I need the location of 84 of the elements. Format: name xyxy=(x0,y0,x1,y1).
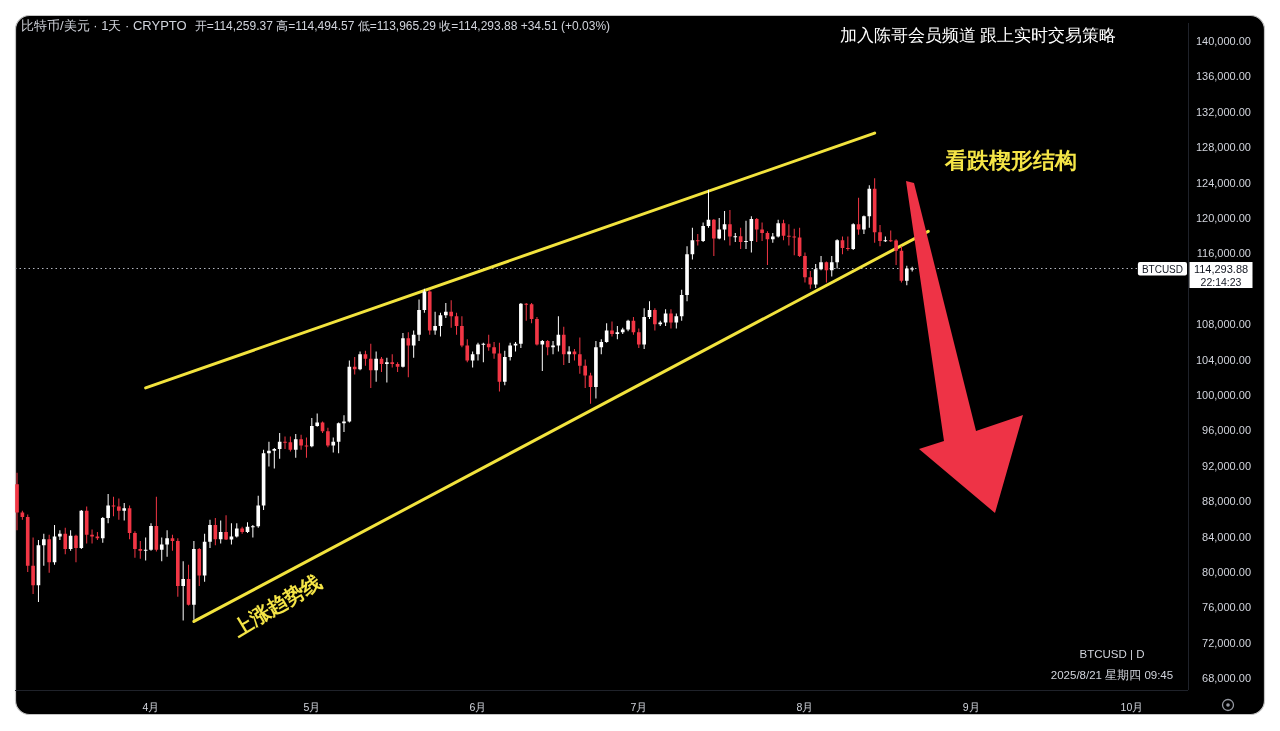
candlestick xyxy=(754,218,759,242)
text: 114,293.88 xyxy=(1193,262,1249,275)
x-tick-label: 9月 xyxy=(962,701,980,713)
y-tick-label: 108,000.00 xyxy=(1195,318,1251,331)
y-tick-label: 88,000.00 xyxy=(1202,495,1251,508)
y-tick-label: 84,000.00 xyxy=(1202,530,1251,543)
candlestick xyxy=(390,354,395,368)
x-tick-label: 7月 xyxy=(630,701,648,713)
candlestick xyxy=(695,233,700,246)
candlestick xyxy=(385,357,389,383)
candlestick xyxy=(551,341,555,355)
candlestick xyxy=(111,496,116,517)
y-tick-label: 76,000.00 xyxy=(1202,601,1251,614)
candlestick xyxy=(90,529,94,544)
candlestick xyxy=(578,337,582,374)
y-tick-label: 96,000.00 xyxy=(1202,424,1251,437)
candlestick xyxy=(181,561,185,621)
y-tick-label: 92,000.00 xyxy=(1202,459,1251,472)
candlestick xyxy=(433,311,437,335)
candlestick xyxy=(304,437,309,458)
annotation: BTCUSD | D xyxy=(1079,648,1145,660)
x-tick-label: 5月 xyxy=(303,701,321,713)
annotation: 加入陈哥会员频道 跟上实时交易策略 xyxy=(839,26,1117,44)
candlestick xyxy=(492,341,496,359)
candlestick xyxy=(658,320,663,326)
candlestick xyxy=(117,498,121,520)
candlestick xyxy=(368,343,373,388)
y-tick-label: 68,000.00 xyxy=(1202,672,1251,685)
candlestick xyxy=(620,327,625,334)
candlestick xyxy=(159,537,164,562)
candlestick xyxy=(744,220,748,249)
y-tick-label: 80,000.00 xyxy=(1202,565,1251,578)
candlestick xyxy=(315,413,320,427)
chart-title: 比特币/美元 · 1天 · CRYPTO xyxy=(21,18,187,33)
y-tick-label: 104,000.00 xyxy=(1195,353,1251,366)
candlestick xyxy=(760,222,764,242)
y-tick-label: 128,000.00 xyxy=(1195,141,1251,154)
annotation: 上涨趋势线 xyxy=(227,569,326,641)
annotation: 2025/8/21 星期四 09:45 xyxy=(1050,669,1174,681)
candlestick xyxy=(283,436,287,449)
candlestick xyxy=(293,433,298,458)
candlestick xyxy=(540,340,545,372)
candlestick xyxy=(251,525,255,538)
y-tick-label: 124,000.00 xyxy=(1195,176,1251,189)
y-tick-label: 140,000.00 xyxy=(1195,35,1251,48)
candlestick xyxy=(888,230,893,242)
candlestick xyxy=(224,515,228,541)
candlestick xyxy=(787,224,791,246)
candlestick xyxy=(733,233,738,242)
candlestick xyxy=(829,256,834,277)
chart-subtitle: 开=114,259.37 高=114,494.57 低=113,965.29 收=114,293.88 +34.51 (+0.03%) xyxy=(194,19,611,33)
candlestick xyxy=(610,321,614,337)
annotation: 看跌楔形结构 xyxy=(944,147,1077,173)
x-tick-label: 8月 xyxy=(796,701,814,713)
candlestick xyxy=(862,215,866,234)
y-tick-label: 136,000.00 xyxy=(1195,70,1251,83)
y-tick-label: 120,000.00 xyxy=(1195,212,1251,225)
candlestick xyxy=(143,537,148,561)
candlestick xyxy=(728,210,732,246)
x-tick-label: 10月 xyxy=(1120,701,1144,713)
candlestick xyxy=(267,441,271,467)
candlestick xyxy=(583,359,588,388)
candlestick xyxy=(524,302,529,321)
y-tick-label: 100,000.00 xyxy=(1195,388,1251,401)
candlestick xyxy=(846,236,850,251)
y-tick-label: 72,000.00 xyxy=(1202,636,1251,649)
candlestick xyxy=(122,502,127,521)
candlestick xyxy=(406,332,411,378)
candlestick xyxy=(481,342,486,363)
text: 22:14:23 xyxy=(1200,275,1242,288)
ref-line-label: BTCUSD xyxy=(1141,263,1184,275)
candlestick xyxy=(165,530,169,557)
x-tick-label: 6月 xyxy=(469,701,487,713)
candlestick xyxy=(138,540,143,559)
candlestick xyxy=(41,533,46,566)
y-tick-label: 116,000.00 xyxy=(1196,247,1251,260)
candlestick xyxy=(272,448,277,469)
x-tick-label: 4月 xyxy=(142,701,160,713)
candlestick xyxy=(58,530,62,541)
y-tick-label: 132,000.00 xyxy=(1195,105,1251,118)
candlestick xyxy=(449,300,454,328)
candlestick xyxy=(792,228,797,256)
candlestick xyxy=(218,520,223,544)
candlestick xyxy=(878,225,882,247)
